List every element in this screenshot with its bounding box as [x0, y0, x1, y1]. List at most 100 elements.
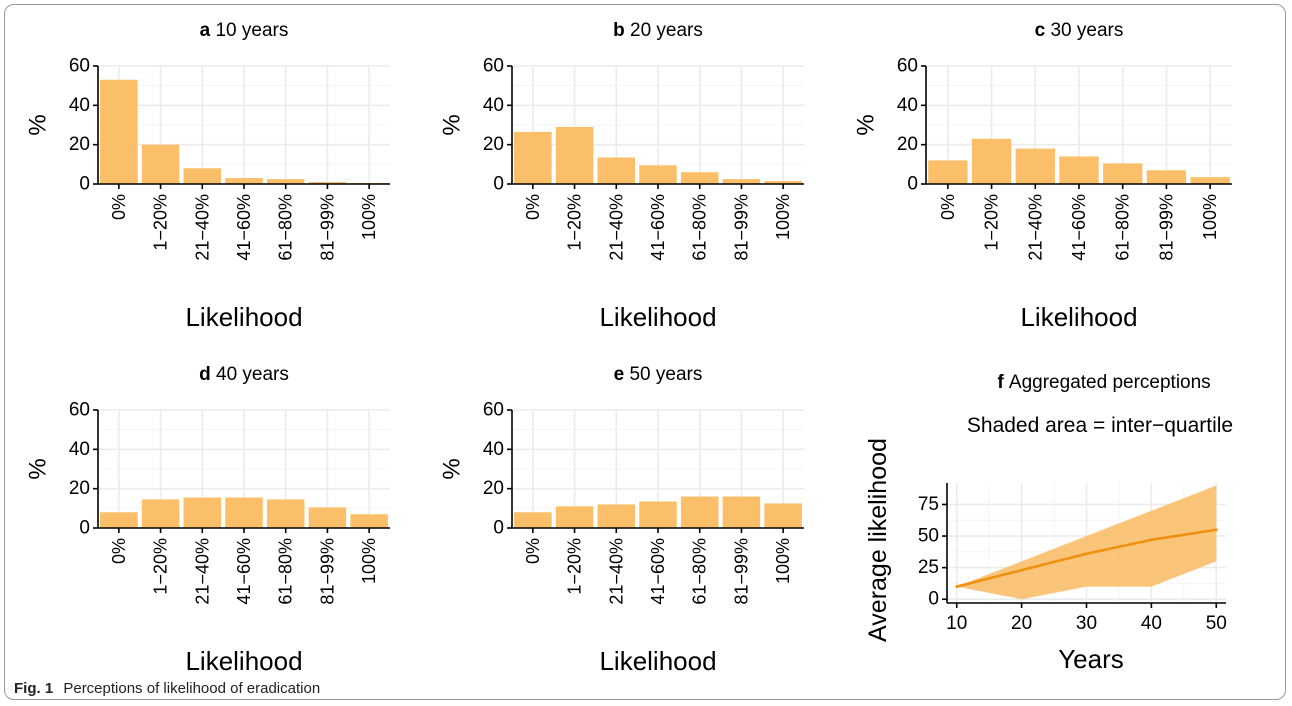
x-tick-label: 10: [946, 613, 967, 634]
panel-c: 0 20 40 60 0% 1−20% 21−40% 41−60% 61−80% 81−99% 10…: [853, 20, 1232, 332]
y-tick-label: 0: [493, 174, 504, 195]
bar-b-4: [680, 172, 719, 184]
x-tick-label: 61−80%: [1113, 194, 1133, 261]
bar-d-4: [266, 499, 305, 528]
x-tick-label: 81−99%: [317, 194, 337, 261]
x-tick-label: 0%: [938, 194, 958, 220]
x-tick-label: 61−80%: [276, 194, 296, 261]
y-tick-label: 60: [483, 400, 504, 421]
x-tick-label: 61−80%: [276, 538, 296, 605]
x-tick-label: 81−99%: [731, 538, 751, 605]
bar-c-4: [1103, 163, 1143, 184]
y-tick-label: 60: [483, 56, 504, 77]
x-tick-label: 100%: [1200, 194, 1220, 240]
x-axis-title: Likelihood: [1020, 302, 1137, 332]
bar-b-5: [722, 179, 761, 184]
y-tick-label: 60: [897, 56, 918, 77]
x-tick-label: 61−80%: [690, 538, 710, 605]
panel-letter: f: [997, 372, 1009, 393]
panel-f: 0 25 50 75 10 20 30 40 50 f Aggregated perception…: [864, 372, 1233, 674]
y-tick-label: 40: [897, 95, 918, 116]
panel-letter: b: [613, 20, 630, 41]
panel-a: 0 20 40 60 0% 1−20% 21−40% 41−60% 61−80% 81−99% 10…: [25, 20, 390, 332]
y-axis-title: %: [853, 114, 880, 135]
x-tick-label: 41−60%: [234, 194, 254, 261]
panel-title-text: 50 years: [629, 364, 702, 385]
bar-b-3: [639, 165, 677, 184]
x-tick-label: 1−20%: [151, 538, 171, 595]
panel-title-text: 20 years: [630, 20, 703, 41]
bar-e-4: [680, 496, 719, 528]
x-tick-label: 0%: [523, 194, 543, 220]
x-tick-label: 41−60%: [1069, 194, 1089, 261]
x-tick-label: 41−60%: [648, 194, 668, 261]
x-tick-label: 100%: [773, 194, 793, 240]
bar-a-5: [308, 182, 347, 184]
x-tick-label: 21−40%: [192, 538, 212, 605]
caption-label: Fig. 1: [14, 680, 54, 697]
panel-title-c: c 30 years: [1035, 20, 1124, 41]
y-tick-label: 60: [69, 400, 90, 421]
x-tick-label: 100%: [359, 538, 379, 584]
panel-letter: a: [200, 20, 216, 41]
y-tick-label: 20: [483, 478, 504, 499]
bar-e-0: [514, 512, 552, 528]
bar-b-1: [555, 126, 594, 184]
figure-frame: [4, 4, 1286, 700]
panel-title-text: 40 years: [216, 364, 289, 385]
y-tick-label: 60: [69, 56, 90, 77]
y-tick-label: 40: [483, 439, 504, 460]
x-tick-label: 100%: [359, 194, 379, 240]
panel-title-f: f Aggregated perceptions: [997, 372, 1210, 393]
panel-title-text: 10 years: [215, 20, 288, 41]
y-tick-label: 0: [79, 518, 90, 539]
bar-d-1: [141, 499, 180, 528]
x-tick-label: 0%: [109, 194, 129, 220]
y-tick-label: 20: [69, 478, 90, 499]
x-tick-label: 1−20%: [565, 538, 585, 595]
panel-letter: e: [614, 364, 630, 385]
panel-title-e: e 50 years: [614, 364, 703, 385]
x-tick-label: 50: [1206, 613, 1227, 634]
y-tick-label: 0: [928, 589, 939, 610]
y-axis-title: %: [439, 458, 466, 479]
bar-a-3: [225, 178, 263, 184]
y-tick-label: 75: [918, 494, 939, 515]
x-axis-title: Likelihood: [599, 646, 716, 676]
bar-b-0: [514, 131, 552, 184]
y-tick-label: 0: [493, 518, 504, 539]
x-tick-label: 0%: [523, 538, 543, 564]
caption-text: Perceptions of likelihood of eradication: [63, 680, 321, 697]
x-tick-label: 21−40%: [606, 538, 626, 605]
bar-c-5: [1146, 170, 1187, 184]
x-axis-title: Years: [1058, 644, 1124, 674]
y-axis-title: Average likelihood: [864, 438, 892, 642]
bar-c-3: [1059, 156, 1099, 184]
panel-title-d: d 40 years: [199, 364, 289, 385]
average-likelihood-point: [1149, 538, 1153, 542]
panel-b: 0 20 40 60 0% 1−20% 21−40% 41−60% 61−80% 81−99% 10…: [439, 20, 804, 332]
panel-title-b: b 20 years: [613, 20, 703, 41]
bar-e-6: [764, 503, 802, 528]
y-tick-label: 20: [483, 134, 504, 155]
panel-title-text: 30 years: [1050, 20, 1123, 41]
x-tick-label: 81−99%: [317, 538, 337, 605]
x-axis-title: Likelihood: [185, 302, 302, 332]
x-tick-label: 81−99%: [731, 194, 751, 261]
x-tick-label: 81−99%: [1156, 194, 1176, 261]
y-axis-title: %: [25, 114, 52, 135]
x-tick-label: 41−60%: [648, 538, 668, 605]
bar-e-5: [722, 496, 761, 528]
bar-a-1: [141, 144, 180, 184]
bar-c-6: [1190, 177, 1230, 184]
y-tick-label: 0: [79, 174, 90, 195]
x-tick-label: 21−40%: [1025, 194, 1045, 261]
average-likelihood-point: [1214, 528, 1218, 532]
y-tick-label: 40: [69, 439, 90, 460]
x-tick-label: 100%: [773, 538, 793, 584]
bar-a-4: [266, 179, 305, 184]
x-tick-label: 1−20%: [151, 194, 171, 251]
panel-title-a: a 10 years: [200, 20, 289, 41]
x-tick-label: 1−20%: [982, 194, 1002, 251]
